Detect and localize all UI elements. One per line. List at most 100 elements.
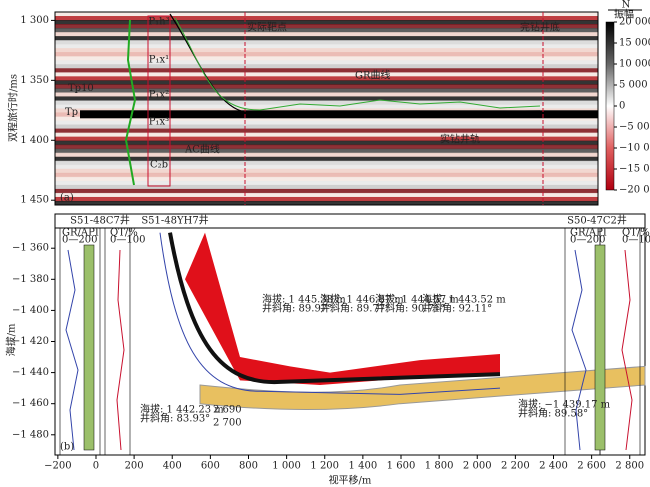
seismic-band bbox=[55, 32, 598, 37]
well-name: S51-48C7井 bbox=[70, 214, 130, 227]
track-header: QT/% bbox=[622, 228, 650, 239]
seismic-band bbox=[55, 160, 598, 166]
seismic-band bbox=[55, 76, 598, 81]
annotation: 海拔: 1 445.38 m bbox=[262, 293, 346, 306]
y-tick-label: −1 380 bbox=[12, 274, 49, 285]
x-axis-title: 视平移/m bbox=[329, 474, 372, 487]
annotation: 海拔: 1 442.23 m bbox=[140, 403, 224, 416]
seismic-band bbox=[55, 128, 598, 134]
y-tick-label: −1 440 bbox=[12, 367, 49, 378]
seismic-band bbox=[55, 36, 598, 41]
seismic-band bbox=[55, 124, 598, 130]
y-tick-label: 1 300 bbox=[20, 15, 49, 26]
seismic-band bbox=[55, 12, 598, 17]
seismic-band bbox=[55, 20, 598, 25]
panel-label: (a) bbox=[60, 193, 74, 204]
stratum-label: P₁x² bbox=[149, 90, 169, 101]
seismic-band bbox=[55, 144, 598, 150]
gr-log-left bbox=[65, 249, 79, 451]
seismic-band bbox=[55, 116, 598, 122]
horizon-label: Tp bbox=[65, 107, 78, 118]
seismic-band bbox=[55, 136, 598, 142]
seismic-band bbox=[55, 120, 598, 126]
qt-log-right bbox=[621, 249, 633, 451]
seismic-band bbox=[55, 176, 598, 182]
horizon-label: Tp10 bbox=[68, 83, 94, 94]
y-tick-label: −1 400 bbox=[12, 305, 49, 316]
seismic-band bbox=[55, 48, 598, 53]
seismic-band bbox=[55, 28, 598, 33]
track-header: 0—100 bbox=[110, 235, 145, 246]
seismic-band bbox=[55, 56, 598, 61]
frame bbox=[54, 11, 599, 206]
annotation: 井斜角: 89.58° bbox=[518, 407, 588, 420]
y-tick-label: 1 350 bbox=[20, 75, 49, 86]
seismic-band bbox=[55, 152, 598, 158]
trajectory bbox=[169, 13, 541, 114]
seismic-band bbox=[55, 132, 598, 138]
gr-curve bbox=[174, 17, 541, 111]
seismic-band bbox=[55, 156, 598, 162]
colorbar-title: 振幅 bbox=[614, 8, 634, 21]
seismic-band bbox=[55, 172, 598, 178]
x-tick-label: −200 bbox=[44, 461, 71, 472]
seismic-band bbox=[55, 104, 598, 109]
reservoir bbox=[199, 365, 646, 411]
colorbar-tick-label: −5 000 bbox=[619, 122, 650, 133]
x-tick-label: 1 800 bbox=[425, 461, 454, 472]
seismic-band bbox=[55, 24, 598, 29]
panel-label: (b) bbox=[60, 442, 74, 453]
seismic-band bbox=[55, 96, 598, 101]
seismic-band bbox=[55, 40, 598, 45]
y-tick-label: −1 460 bbox=[12, 398, 49, 409]
colorbar bbox=[605, 21, 615, 191]
annotation: 井斜角: 92.11° bbox=[422, 302, 492, 315]
stratum-label: C₂b bbox=[150, 160, 168, 171]
qt-log-left bbox=[116, 249, 125, 451]
y-tick-label: −1 360 bbox=[12, 243, 49, 254]
well-name: S51-48YH7井 bbox=[141, 214, 208, 227]
annotation: 完钻井底 bbox=[520, 21, 560, 34]
annotation: GR曲线 bbox=[355, 69, 391, 82]
x-tick-label: 400 bbox=[163, 461, 182, 472]
x-tick-label: 0 bbox=[93, 461, 99, 472]
seismic-band bbox=[55, 92, 598, 97]
x-tick-label: 1 000 bbox=[272, 461, 301, 472]
x-tick-label: 1 200 bbox=[310, 461, 339, 472]
x-tick-label: 2 800 bbox=[615, 461, 644, 472]
track-header: 0—100 bbox=[622, 235, 650, 246]
log-track bbox=[104, 227, 131, 456]
y-tick-label: 1 400 bbox=[20, 135, 49, 146]
seismic-band bbox=[55, 180, 598, 186]
seismic-band bbox=[55, 44, 598, 49]
y-axis-title: 双程旅行时/ms bbox=[7, 74, 20, 142]
colorbar-tick-label: −20 000 bbox=[619, 185, 650, 196]
track-header: GR/API bbox=[570, 228, 607, 239]
seismic-band bbox=[55, 60, 598, 65]
annotation: 井斜角: 83.93° bbox=[140, 412, 210, 425]
annotation: 井斜角: 90.71° bbox=[375, 302, 445, 315]
well-name: S50-47C2井 bbox=[567, 214, 627, 227]
track-header: 0—200 bbox=[570, 235, 605, 246]
annotation: 海拔: 1 444.57 m bbox=[375, 293, 459, 306]
y-tick-label: 1 450 bbox=[20, 195, 49, 206]
seismic-band bbox=[55, 64, 598, 69]
annotation: 海拔: −1 439.17 m bbox=[518, 398, 611, 411]
gr-fill bbox=[185, 232, 500, 386]
seismic-band bbox=[55, 200, 598, 206]
y-tick-label: −1 480 bbox=[12, 429, 49, 440]
seismic-band bbox=[55, 72, 598, 77]
annotation: 井斜角: 89.77° bbox=[320, 302, 390, 315]
colorbar-tick-label: 5 000 bbox=[619, 80, 648, 91]
seismic-band bbox=[55, 140, 598, 146]
gr-log bbox=[159, 232, 501, 395]
north-label: N bbox=[622, 0, 631, 11]
frame bbox=[54, 227, 646, 456]
seismic-band bbox=[55, 164, 598, 170]
colorbar-tick-label: 15 000 bbox=[619, 38, 650, 49]
annotation: AC曲线 bbox=[184, 143, 220, 156]
seismic-panel: P₁h³ P₁x¹ P₁x² P₁x³ C₂b Tp10 Tp 实际靶点 完钻井底 GR曲线实钻井… bbox=[7, 0, 650, 206]
stratum-label: P₁h³ bbox=[148, 17, 169, 28]
